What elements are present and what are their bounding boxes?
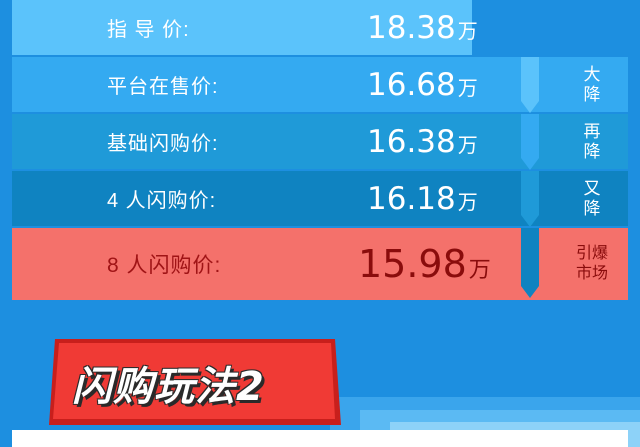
tag-line: 降 bbox=[583, 141, 601, 161]
price-label: 8 人闪购价: bbox=[107, 254, 222, 277]
section-title-card bbox=[49, 339, 341, 425]
tag-drop-more: 又 降 bbox=[556, 171, 628, 226]
tag-line: 再 bbox=[583, 121, 601, 141]
price-value: 16.38 万 bbox=[367, 123, 478, 160]
down-arrow-icon bbox=[517, 114, 543, 172]
tag-line: 降 bbox=[583, 198, 601, 218]
down-arrow-icon bbox=[517, 171, 543, 229]
tag-line: 又 bbox=[583, 178, 601, 198]
tag-big-drop: 大 降 bbox=[556, 57, 628, 112]
down-arrow-icon bbox=[517, 57, 543, 115]
section-title: 闪购玩法2 bbox=[72, 364, 265, 410]
price-value: 15.98万 bbox=[358, 242, 491, 286]
price-label: 4 人闪购价: bbox=[107, 190, 217, 212]
price-row-guide: 指 导 价: 18.38 万 bbox=[12, 0, 478, 55]
price-value: 16.18 万 bbox=[367, 180, 478, 217]
content-panel bbox=[12, 430, 628, 447]
tag-line: 市场 bbox=[575, 265, 608, 282]
tag-line: 降 bbox=[583, 84, 601, 104]
price-label: 平台在售价: bbox=[107, 76, 219, 98]
tag-line: 引爆 bbox=[575, 245, 608, 262]
price-label: 指 导 价: bbox=[107, 19, 190, 41]
tag-line: 大 bbox=[583, 64, 601, 84]
tag-ignite-market: 引爆 市场 bbox=[556, 228, 628, 300]
price-value: 16.68 万 bbox=[367, 66, 478, 103]
price-value: 18.38 万 bbox=[367, 9, 478, 46]
down-arrow-icon bbox=[517, 228, 543, 300]
price-label: 基础闪购价: bbox=[107, 133, 219, 155]
tag-drop-again: 再 降 bbox=[556, 114, 628, 169]
price-table: 指 导 价: 18.38 万 平台在售价: 16.68 万 基础闪购价: 16.38… bbox=[12, 0, 628, 300]
